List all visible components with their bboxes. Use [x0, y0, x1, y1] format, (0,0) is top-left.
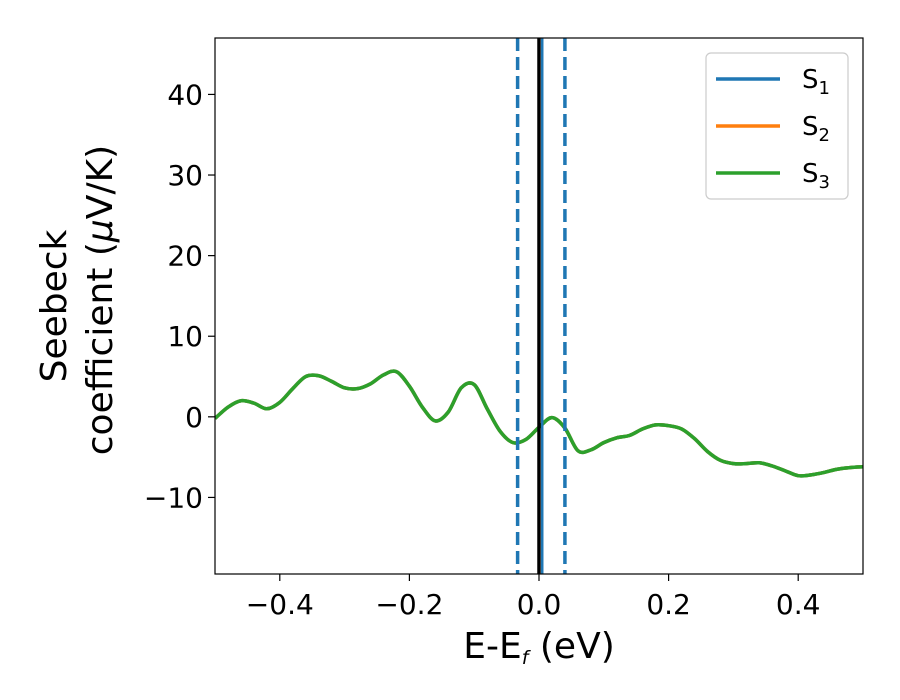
y-tick-label: 0	[185, 401, 203, 434]
x-tick-label: 0.2	[646, 588, 691, 621]
legend-label-s3: S3	[802, 159, 830, 193]
legend-entries: S1 S2 S3	[716, 65, 830, 193]
y-axis-label-line1: Seebeck	[34, 229, 75, 382]
legend-label-s1: S1	[802, 65, 830, 99]
y-tick-label: 10	[167, 320, 203, 353]
y-tick-label: −10	[144, 481, 203, 514]
y-axis-label-line2: coefficient (μV/K)	[80, 145, 121, 455]
legend-label-s2: S2	[802, 112, 830, 146]
legend: S1 S2 S3	[705, 52, 849, 200]
y-axis-ticks: −10 0 10 20 30 40	[144, 78, 215, 514]
y-tick-label: 40	[167, 78, 203, 111]
y-tick-label: 30	[167, 159, 203, 192]
x-tick-label: −0.2	[375, 588, 443, 621]
x-tick-label: −0.4	[246, 588, 314, 621]
y-tick-label: 20	[167, 240, 203, 273]
x-tick-label: 0.4	[776, 588, 821, 621]
vertical-lines	[515, 38, 567, 574]
x-axis-label: E-Ef (eV)	[463, 626, 615, 669]
x-axis-ticks: −0.4 −0.2 0.0 0.2 0.4	[246, 574, 821, 621]
x-tick-label: 0.0	[517, 588, 562, 621]
